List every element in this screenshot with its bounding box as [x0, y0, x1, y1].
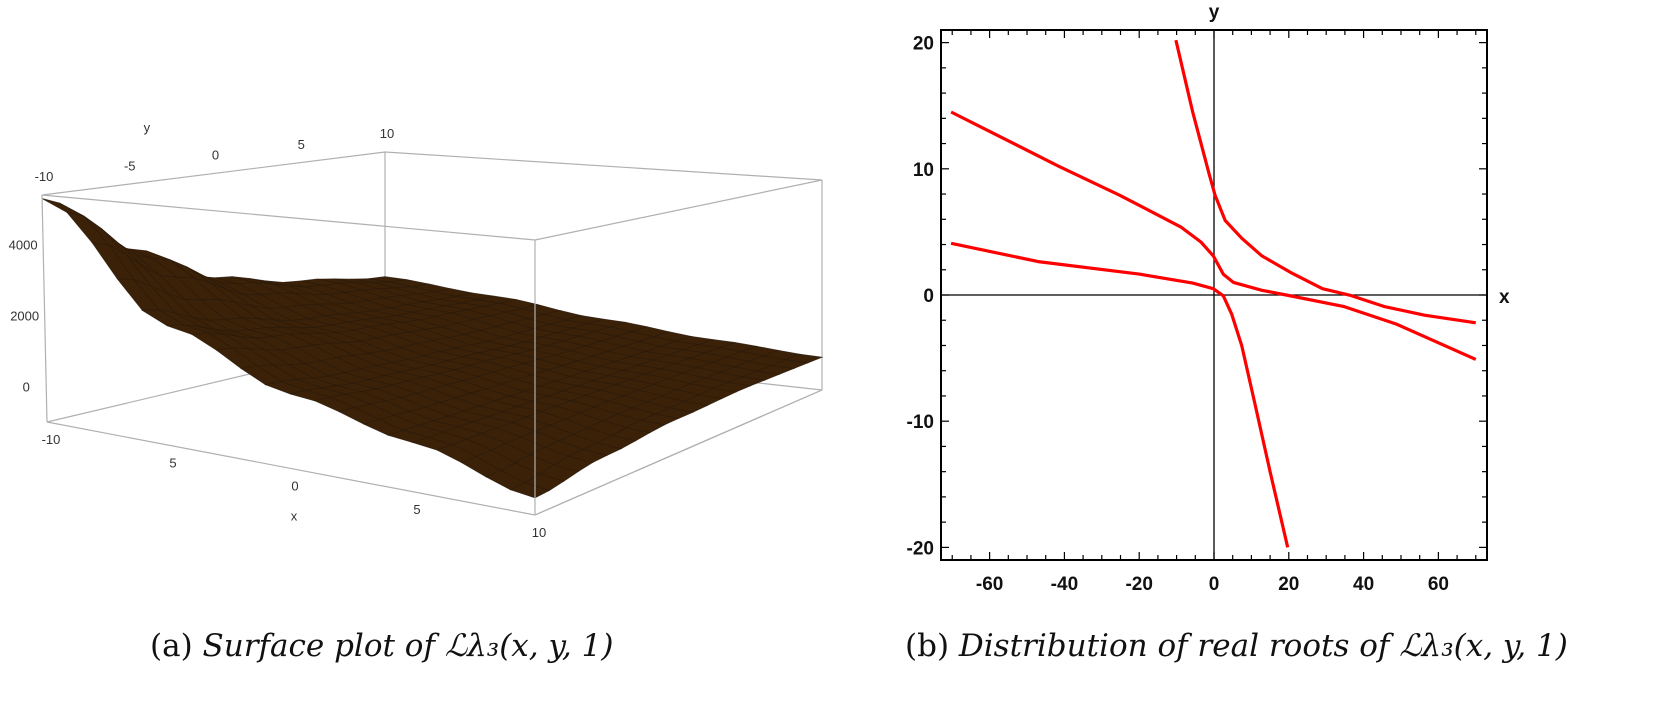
y-tick-label: 10	[380, 126, 394, 141]
y-tick-label: -10	[907, 412, 934, 433]
x-tick-label: 0	[1209, 574, 1220, 595]
plot-frame	[940, 29, 1488, 561]
y-tick-label: 10	[913, 160, 934, 181]
y-tick-label: -10	[35, 169, 54, 184]
x-tick-label: 0	[291, 479, 298, 494]
y-axis-label: y	[1209, 2, 1220, 23]
x-tick-label: -60	[976, 574, 1003, 595]
z-tick-label: 0	[23, 380, 30, 395]
caption-a: (a) Surface plot of ℒλ₃(x, y, 1)	[150, 628, 613, 664]
x-tick-label: 5	[169, 455, 176, 470]
x-tick-label: -20	[1125, 574, 1152, 595]
x-tick-label: 40	[1353, 574, 1374, 595]
x-tick-label: 10	[532, 525, 546, 540]
caption-b-prefix: (b)	[905, 628, 950, 664]
surface-patch	[509, 482, 551, 499]
z-tick-label: 2000	[10, 309, 39, 324]
surface-patch	[65, 211, 111, 246]
surface-plot: -10 5 0 5 10 -10 -5 0 5 10 4000 2000 0 x y	[9, 120, 824, 540]
root-curve-1	[1174, 39, 1477, 325]
box-edge	[46, 421, 536, 516]
box-edge	[534, 179, 823, 241]
y-axis-label: y	[144, 120, 151, 135]
x-tick-label: -40	[1051, 574, 1078, 595]
x-tick-label: -10	[42, 432, 61, 447]
y-tick-label: 0	[923, 286, 934, 307]
x-tick-label: 60	[1428, 574, 1449, 595]
caption-b-text: Distribution of real roots of	[958, 628, 1390, 664]
caption-b-math: ℒλ₃(x, y, 1)	[1399, 628, 1568, 664]
x-tick-label: 5	[413, 502, 420, 517]
caption-a-math: ℒλ₃(x, y, 1)	[444, 628, 614, 664]
y-tick-label: 5	[298, 137, 305, 152]
z-tick-label: 4000	[9, 238, 38, 253]
box-edge	[41, 194, 536, 241]
x-axis-label: x	[1499, 287, 1510, 308]
box-edge	[534, 389, 823, 516]
surface-patch	[41, 198, 85, 217]
caption-a-prefix: (a)	[150, 628, 193, 664]
box-edge	[41, 151, 386, 196]
x-tick-label: 20	[1278, 574, 1299, 595]
x-axis-label: x	[291, 509, 298, 524]
y-tick-label: 0	[212, 148, 219, 163]
root-curve-2	[950, 110, 1477, 361]
box-edge	[384, 151, 823, 181]
caption-b: (b) Distribution of real roots of ℒλ₃(x,…	[905, 628, 1568, 664]
y-tick-label: 20	[913, 34, 934, 55]
caption-a-text: Surface plot of	[202, 628, 435, 664]
box-edge	[41, 194, 48, 423]
y-tick-label: -20	[907, 538, 934, 559]
y-tick-label: -5	[124, 158, 136, 173]
root-curve-3	[950, 241, 1290, 548]
